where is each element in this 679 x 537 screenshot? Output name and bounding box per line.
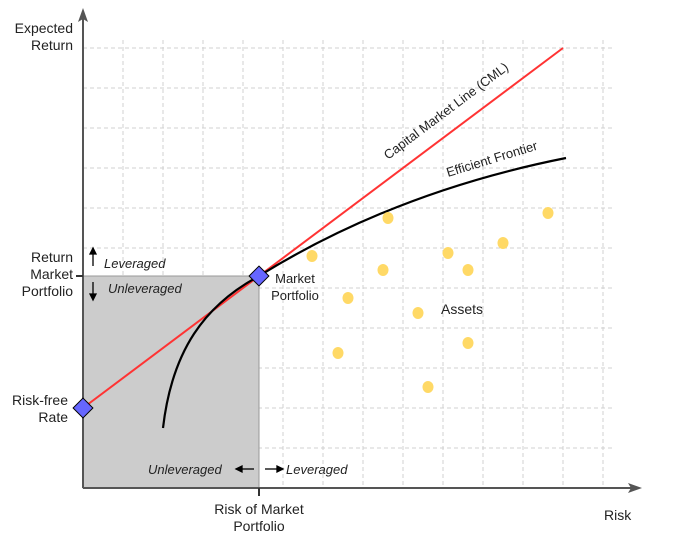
leveraged-right-label: Leveraged xyxy=(286,462,348,477)
unleveraged-down-label: Unleveraged xyxy=(108,281,182,296)
asset-dot xyxy=(542,207,554,219)
x-axis-arrow-icon xyxy=(628,483,642,493)
unleveraged-left-label: Unleveraged xyxy=(148,462,222,477)
market-portfolio-marker xyxy=(248,265,270,287)
market-portfolio-label: Market Portfolio xyxy=(271,271,319,303)
asset-dot xyxy=(342,292,354,304)
asset-dot xyxy=(306,250,318,262)
asset-dot xyxy=(377,264,389,276)
asset-dot xyxy=(412,307,424,319)
cml-line xyxy=(82,47,564,409)
asset-dot xyxy=(497,237,509,249)
frontier-label: Efficient Frontier xyxy=(444,138,539,180)
asset-dot xyxy=(462,337,474,349)
asset-dots xyxy=(306,207,554,393)
risk-free-marker xyxy=(72,397,94,419)
y-axis-arrow-icon xyxy=(78,8,88,22)
y-tick-label: Return Market Portfolio xyxy=(21,249,73,299)
x-tick-label: Risk of Market Portfolio xyxy=(214,501,304,534)
market-risk-shade xyxy=(82,275,260,489)
asset-dot xyxy=(462,264,474,276)
asset-dot xyxy=(422,381,434,393)
efficient-frontier-curve xyxy=(161,156,567,429)
cml-label: Capital Market Line (CML) xyxy=(381,59,511,162)
leveraged-up-label: Leveraged xyxy=(104,256,166,271)
asset-dot xyxy=(332,347,344,359)
x-axis-label: Risk xyxy=(604,507,632,523)
y-axis-label: Expected Return xyxy=(14,20,73,53)
risk-free-label: Risk-free Rate xyxy=(11,392,68,425)
asset-dot xyxy=(442,247,454,259)
assets-label: Assets xyxy=(441,301,484,317)
asset-dot xyxy=(382,212,394,224)
